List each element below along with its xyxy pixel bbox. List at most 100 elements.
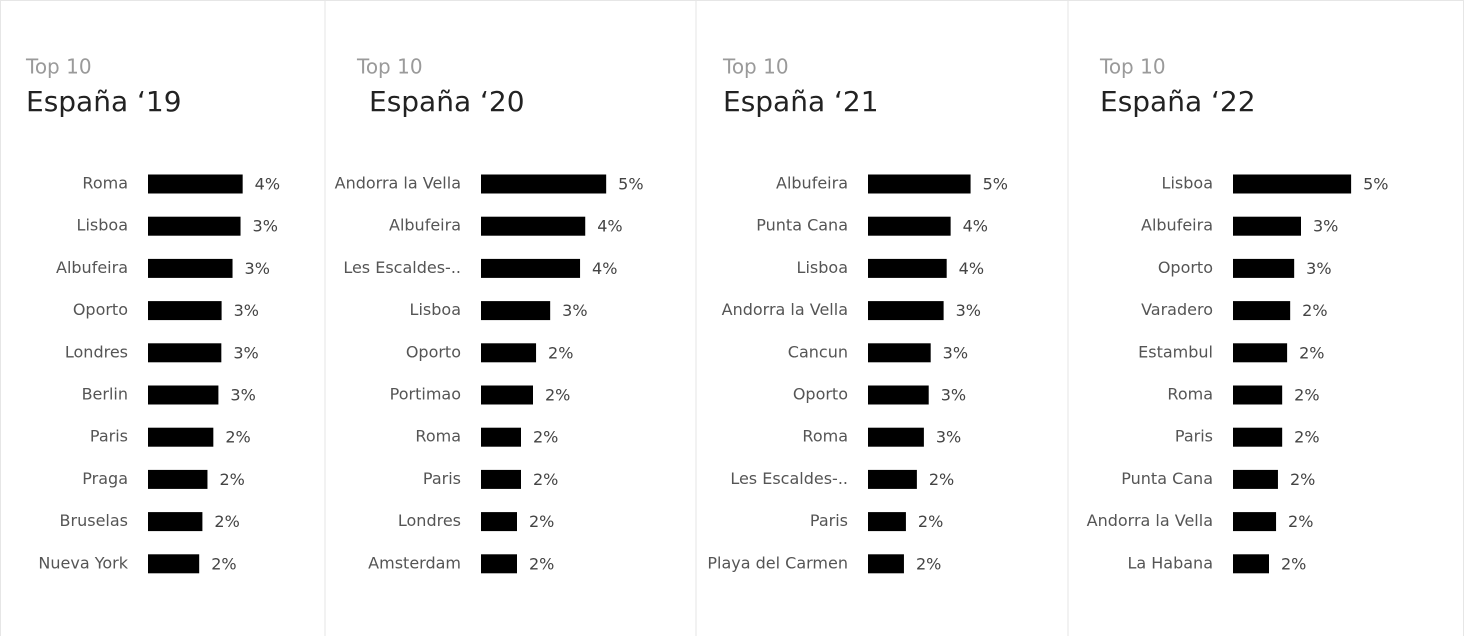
- value-label: 3%: [233, 343, 258, 362]
- bar: [148, 258, 233, 278]
- value-label: 2%: [918, 512, 943, 531]
- category-label: Varadero: [1141, 300, 1213, 319]
- value-label: 3%: [245, 259, 270, 278]
- category-label: Roma: [1167, 385, 1213, 404]
- value-label: 4%: [963, 217, 988, 236]
- category-label: Paris: [90, 427, 128, 446]
- category-label: Praga: [82, 469, 128, 488]
- bar: [1233, 258, 1295, 278]
- value-label: 2%: [533, 470, 558, 489]
- value-label: 4%: [959, 259, 984, 278]
- value-label: 2%: [1294, 428, 1319, 447]
- bar: [868, 512, 906, 532]
- bar: [1233, 343, 1288, 363]
- value-label: 3%: [230, 386, 255, 405]
- value-label: 5%: [618, 175, 643, 194]
- bar: [868, 427, 924, 447]
- category-label: Cancun: [788, 342, 848, 361]
- chart-title: España ‘20: [369, 85, 525, 118]
- bar: [1233, 216, 1301, 236]
- bar: [1233, 469, 1278, 489]
- value-label: 2%: [548, 343, 573, 362]
- bar: [868, 301, 944, 321]
- value-label: 3%: [1306, 259, 1331, 278]
- value-label: 2%: [916, 554, 941, 573]
- chart-title: España ‘19: [26, 85, 182, 118]
- bar: [481, 258, 581, 278]
- bar: [1233, 427, 1283, 447]
- value-label: 2%: [219, 470, 244, 489]
- value-label: 5%: [983, 175, 1008, 194]
- value-label: 3%: [936, 428, 961, 447]
- bar: [148, 469, 208, 489]
- bar: [868, 385, 929, 405]
- bar: [481, 343, 537, 363]
- category-label: Lisboa: [77, 216, 128, 235]
- value-label: 2%: [1299, 343, 1324, 362]
- category-label: Albufeira: [389, 216, 461, 235]
- value-label: 2%: [1288, 512, 1313, 531]
- category-label: Oporto: [73, 300, 128, 319]
- bar: [481, 174, 607, 194]
- bar: [1233, 301, 1291, 321]
- bar: [481, 427, 521, 447]
- category-label: Roma: [82, 174, 128, 193]
- bar: [148, 343, 222, 363]
- category-label: Les Escaldes-..: [730, 469, 848, 488]
- bar: [148, 385, 219, 405]
- bar: [1233, 512, 1277, 532]
- value-label: 3%: [956, 301, 981, 320]
- bar: [1233, 385, 1283, 405]
- bar: [868, 174, 971, 194]
- category-label: La Habana: [1127, 553, 1213, 572]
- category-label: Oporto: [1158, 258, 1213, 277]
- bar: [868, 469, 917, 489]
- bar: [868, 554, 904, 574]
- category-label: Paris: [1175, 427, 1213, 446]
- bar: [481, 554, 517, 574]
- value-label: 2%: [533, 428, 558, 447]
- bar: [481, 216, 586, 236]
- value-label: 3%: [943, 343, 968, 362]
- category-label: Portimao: [390, 385, 461, 404]
- bar: [148, 301, 222, 321]
- bar: [148, 512, 203, 532]
- category-label: Albufeira: [56, 258, 128, 277]
- category-label: Andorra la Vella: [335, 174, 461, 193]
- bar: [148, 216, 241, 236]
- value-label: 3%: [941, 386, 966, 405]
- category-label: Londres: [65, 342, 128, 361]
- category-label: Londres: [398, 511, 461, 530]
- category-label: Nueva York: [38, 553, 128, 572]
- bar: [1233, 174, 1352, 194]
- value-label: 2%: [225, 428, 250, 447]
- category-label: Lisboa: [410, 300, 461, 319]
- value-label: 2%: [529, 512, 554, 531]
- category-label: Albufeira: [776, 174, 848, 193]
- category-label: Punta Cana: [756, 216, 848, 235]
- category-label: Roma: [802, 427, 848, 446]
- category-label: Oporto: [793, 385, 848, 404]
- category-label: Estambul: [1138, 342, 1213, 361]
- bar: [148, 427, 214, 447]
- category-label: Roma: [415, 427, 461, 446]
- bar: [148, 174, 243, 194]
- value-label: 2%: [1302, 301, 1327, 320]
- category-label: Berlin: [82, 385, 128, 404]
- category-label: Playa del Carmen: [707, 553, 848, 572]
- chart-subtitle: Top 10: [25, 55, 92, 79]
- category-label: Bruselas: [60, 511, 128, 530]
- category-label: Paris: [423, 469, 461, 488]
- value-label: 2%: [529, 554, 554, 573]
- value-label: 2%: [214, 512, 239, 531]
- value-label: 3%: [562, 301, 587, 320]
- value-label: 3%: [234, 301, 259, 320]
- value-label: 2%: [1294, 386, 1319, 405]
- category-label: Lisboa: [1162, 174, 1213, 193]
- value-label: 3%: [253, 217, 278, 236]
- bar: [481, 512, 517, 532]
- value-label: 2%: [211, 554, 236, 573]
- chart-subtitle: Top 10: [1099, 55, 1166, 79]
